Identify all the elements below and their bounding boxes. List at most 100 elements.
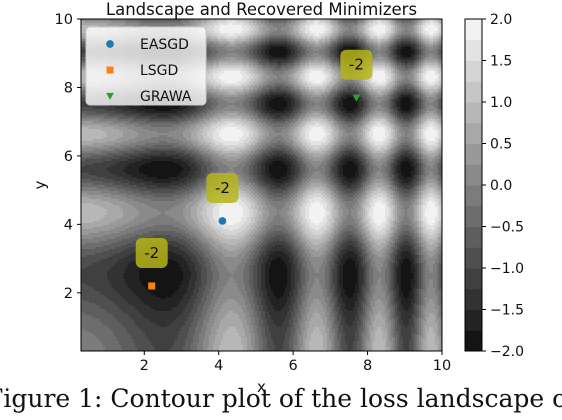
contour-cell [233,41,235,43]
contour-cell [385,63,387,65]
contour-cell [413,61,415,63]
contour-cell [421,51,423,53]
contour-cell [261,45,263,47]
contour-cell [403,55,405,57]
contour-cell [209,21,211,23]
contour-cell [397,27,399,29]
contour-cell [297,35,299,37]
contour-cell [231,51,233,53]
contour-cell [327,53,329,55]
contour-cell [415,33,417,35]
contour-cell [273,59,275,61]
contour-cell [375,21,377,23]
contour-cell [301,53,303,55]
contour-cell [395,67,397,69]
contour-cell [267,61,269,63]
contour-cell [335,29,337,31]
contour-cell [377,27,379,29]
contour-cell [417,33,419,35]
contour-cell [221,65,223,67]
contour-cell [291,59,293,61]
contour-cell [303,23,305,25]
contour-cell [327,35,329,37]
contour-cell [319,53,321,55]
contour-cell [279,25,281,27]
contour-cell [393,63,395,65]
contour-cell [259,33,261,35]
contour-cell [379,23,381,25]
contour-cell [429,71,431,73]
contour-cell [255,29,257,31]
contour-cell [329,21,331,23]
contour-cell [435,31,437,33]
contour-cell [375,51,377,53]
contour-cell [163,23,165,25]
contour-cell [437,29,439,31]
contour-cell [265,31,267,33]
contour-cell [377,61,379,63]
contour-cell [427,35,429,37]
contour-cell [287,45,289,47]
contour-cell [305,35,307,37]
contour-cell [311,37,313,39]
contour-cell [215,25,217,27]
contour-cell [423,45,425,47]
contour-cell [321,35,323,37]
contour-cell [281,47,283,49]
contour-cell [317,33,319,35]
contour-cell [403,49,405,51]
contour-cell [269,61,271,63]
contour-cell [297,41,299,43]
contour-cell [315,41,317,43]
contour-cell [311,27,313,29]
contour-cell [413,37,415,39]
contour-cell [217,41,219,43]
contour-cell [353,45,355,47]
contour-cell [239,23,241,25]
contour-cell [253,69,255,71]
contour-cell [307,63,309,65]
contour-cell [201,21,203,23]
contour-cell [371,35,373,37]
contour-cell [391,71,393,73]
contour-cell [291,41,293,43]
contour-cell [281,45,283,47]
contour-cell [341,33,343,35]
contour-cell [223,21,225,23]
contour-cell [393,53,395,55]
contour-cell [231,45,233,47]
contour-cell [315,27,317,29]
contour-cell [383,39,385,41]
contour-cell [391,23,393,25]
contour-cell [213,61,215,63]
contour-cell [387,33,389,35]
contour-cell [421,61,423,63]
contour-cell [223,63,225,65]
contour-cell [435,55,437,57]
contour-cell [257,39,259,41]
contour-cell [393,25,395,27]
contour-cell [383,41,385,43]
contour-cell [409,59,411,61]
contour-cell [351,39,353,41]
contour-cell [427,53,429,55]
contour-cell [217,69,219,71]
contour-cell [427,63,429,65]
contour-cell [325,23,327,25]
contour-cell [413,41,415,43]
contour-cell [285,59,287,61]
contour-cell [261,31,263,33]
contour-cell [323,65,325,67]
contour-cell [249,37,251,39]
contour-cell [293,31,295,33]
contour-cell [229,41,231,43]
contour-cell [393,35,395,37]
contour-cell [235,51,237,53]
contour-cell [261,49,263,51]
contour-cell [279,67,281,69]
contour-cell [325,33,327,35]
contour-cell [287,57,289,59]
contour-cell [279,53,281,55]
contour-cell [389,21,391,23]
contour-cell [289,53,291,55]
